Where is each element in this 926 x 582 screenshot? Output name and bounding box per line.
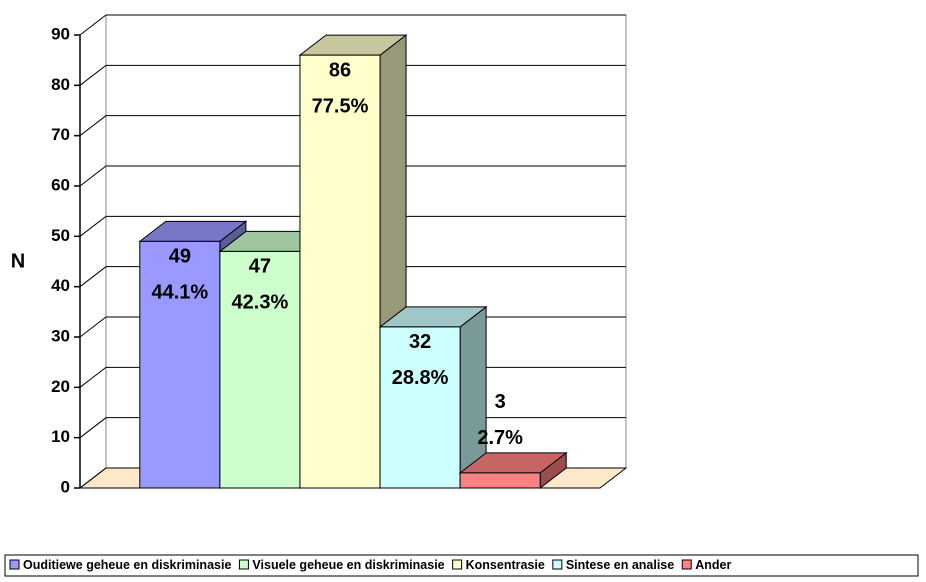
- data-label: 47: [249, 256, 271, 278]
- bar: [299, 54, 381, 489]
- legend-swatch: [9, 559, 20, 570]
- grid-line: [79, 215, 626, 237]
- y-tick-label: 60: [51, 175, 70, 194]
- y-tick-label: 0: [61, 477, 70, 496]
- legend-label: Konsentrasie: [466, 558, 545, 572]
- data-label: 49: [169, 246, 191, 268]
- data-label: 44.1%: [151, 282, 208, 304]
- y-axis-label: N: [11, 250, 25, 272]
- y-tick-label: 80: [51, 75, 70, 94]
- grid-line: [79, 115, 626, 137]
- grid-line: [79, 14, 626, 36]
- data-label: 77.5%: [312, 95, 369, 117]
- legend-swatch: [552, 559, 563, 570]
- data-label: 28.8%: [392, 367, 449, 389]
- legend-label: Visuele geheue en diskriminasie: [252, 558, 444, 572]
- y-tick-label: 20: [51, 377, 70, 396]
- y-tick-label: 40: [51, 276, 70, 295]
- data-label: 42.3%: [232, 292, 289, 314]
- legend-label: Ouditiewe geheue en diskriminasie: [23, 558, 231, 572]
- grid-line: [79, 64, 626, 86]
- legend: Ouditiewe geheue en diskriminasie Visuele…: [4, 554, 919, 577]
- y-tick-label: 30: [51, 326, 70, 345]
- data-label: 32: [409, 331, 431, 353]
- grid-line: [79, 165, 626, 187]
- bar: [459, 472, 541, 489]
- legend-swatch: [238, 559, 249, 570]
- y-tick-label: 50: [51, 226, 70, 245]
- legend-label: Ander: [695, 558, 731, 572]
- bar: [219, 250, 301, 489]
- bar: [379, 326, 461, 489]
- data-label: 3: [495, 391, 506, 413]
- data-label: 86: [329, 59, 351, 81]
- y-tick-label: 10: [51, 427, 70, 446]
- legend-swatch: [681, 559, 692, 570]
- legend-label: Sintese en analise: [566, 558, 674, 572]
- data-label: 2.7%: [477, 427, 523, 449]
- grid-line: [79, 266, 626, 288]
- y-tick-label: 70: [51, 125, 70, 144]
- bar: [139, 240, 221, 489]
- legend-swatch: [452, 559, 463, 570]
- y-tick-label: 90: [51, 24, 70, 43]
